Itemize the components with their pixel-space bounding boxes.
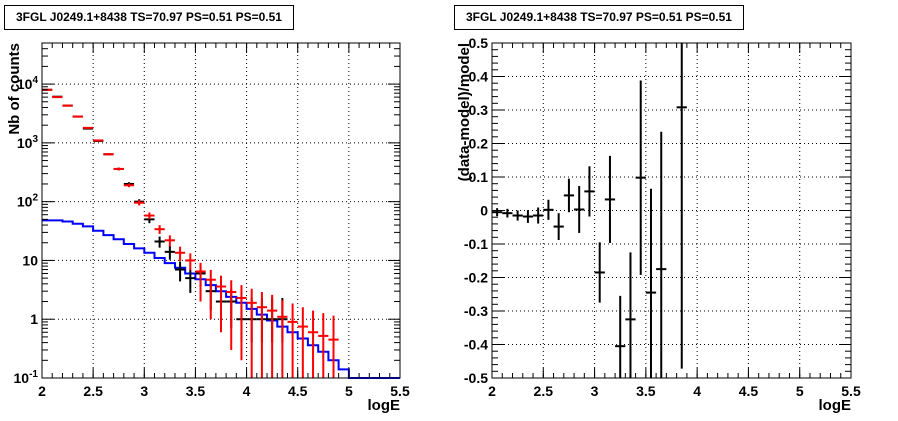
model-sum-point: [134, 200, 145, 206]
residual-point: [676, 43, 687, 369]
model-sum-point: [82, 126, 94, 129]
residual-point: [604, 155, 616, 243]
chart-title-right: 3FGL J0249.1+8438 TS=70.97 PS=0.51 PS=0.…: [454, 5, 744, 30]
residual-point: [563, 178, 575, 213]
model-sum-point: [226, 280, 237, 350]
right-y-tick-label: 0.2: [469, 136, 489, 152]
left-y-tick-label: 102: [17, 193, 39, 210]
model-sum-point: [277, 300, 288, 378]
model-sum-point: [297, 307, 308, 378]
left-y-tick-label: 103: [17, 134, 39, 151]
right-y-tick-label: 0.3: [469, 102, 489, 118]
right-y-tick-label: 0.5: [469, 35, 489, 51]
data-point: [174, 261, 186, 282]
model-sum-point: [246, 288, 257, 378]
model-sum-point: [174, 246, 186, 261]
left-y-tick-label: 10-1: [14, 369, 39, 386]
right-y-tick-label: -0.1: [464, 236, 488, 252]
model-sum-point: [267, 294, 278, 378]
right-x-tick-label: 5.5: [841, 383, 861, 399]
residual-point: [656, 131, 667, 378]
residual-point: [615, 295, 626, 378]
residual-point: [543, 199, 554, 220]
data-point: [164, 245, 175, 260]
left-x-tick-label: 3: [140, 383, 148, 399]
left-y-tick-label: 104: [17, 75, 39, 92]
model-sum-point: [93, 139, 104, 142]
model-sum-point: [123, 183, 135, 188]
right-y-tick-label: -0.3: [464, 303, 488, 319]
right-y-tick-label: 0: [480, 203, 488, 219]
right-y-axis-label: (data-model)/model: [456, 43, 473, 181]
left-x-tick-label: 4.5: [288, 383, 308, 399]
model-sum-point: [62, 104, 73, 107]
model-step-line: [42, 219, 400, 379]
left-x-tick-label: 3.5: [186, 383, 206, 399]
residual-point: [533, 207, 544, 224]
model-sum-point: [195, 262, 206, 302]
model-sum-point: [287, 303, 298, 378]
right-x-tick-label: 3: [591, 383, 599, 399]
model-sum-point: [154, 225, 165, 234]
residual-point: [553, 213, 564, 240]
residual-point: [635, 80, 646, 275]
right-axes: 2 2.5 3 3.5 4 4.5 5 5.5 -0.5 -0.4 -0.3 -0.2 -0.1 0 0.1…: [456, 35, 861, 414]
right-x-axis-label: logE: [819, 397, 852, 414]
model-sum-point: [164, 235, 175, 247]
residual-point: [574, 186, 585, 233]
left-x-tick-label: 2.5: [83, 383, 103, 399]
model-sum-point: [328, 315, 339, 378]
model-sum-point: [236, 285, 247, 361]
right-x-tick-label: 2.5: [534, 383, 554, 399]
right-x-tick-label: 3.5: [636, 383, 656, 399]
left-y-axis-label: Nb of counts: [6, 43, 23, 135]
left-x-axis-label: logE: [368, 397, 401, 414]
right-y-tick-label: -0.2: [464, 270, 488, 286]
model-sum-point: [103, 153, 114, 156]
residual-point: [584, 166, 595, 217]
right-x-tick-label: 2: [488, 383, 496, 399]
model-sum-point: [113, 167, 124, 171]
model-sum-point: [72, 115, 83, 118]
right-y-tick-label: 0.4: [469, 69, 489, 85]
left-y-tick-label: 1: [30, 311, 38, 327]
right-x-tick-label: 4: [693, 383, 701, 399]
model-sum-point: [52, 96, 63, 99]
model-sum-point: [185, 253, 196, 271]
residual-point: [492, 208, 503, 217]
model-sum-point: [256, 292, 268, 378]
model-sum-point: [318, 313, 329, 378]
residual-point: [522, 210, 534, 223]
left-x-tick-label: 4: [243, 383, 251, 399]
model-sum-point: [215, 275, 227, 333]
residual-point: [512, 210, 523, 221]
right-x-tick-label: 5: [796, 383, 804, 399]
residual-point: [645, 188, 657, 378]
residual-point: [502, 208, 513, 218]
chart-title-left: 3FGL J0249.1+8438 TS=70.97 PS=0.51 PS=0.…: [4, 5, 294, 30]
right-y-tick-label: 0.1: [469, 169, 489, 185]
right-plot-area: [492, 43, 687, 378]
residual-point: [594, 242, 605, 303]
left-x-tick-label: 2: [38, 383, 46, 399]
right-x-tick-label: 4.5: [739, 383, 759, 399]
left-x-tick-label: 5: [345, 383, 353, 399]
model-sum-point: [307, 310, 319, 378]
right-y-tick-label: -0.4: [464, 337, 488, 353]
data-point: [185, 268, 196, 293]
residual-point: [625, 252, 636, 378]
model-sum-point: [144, 212, 155, 220]
data-point: [154, 236, 165, 248]
left-axes: 2 2.5 3 3.5 4 4.5 5 5.5 10-1 1 10 102 103 104 logE Nb o…: [6, 42, 410, 414]
right-y-tick-label: -0.5: [464, 370, 488, 386]
left-y-tick-label: 10: [22, 252, 38, 268]
left-plot-area: [42, 88, 400, 379]
model-sum-point: [205, 269, 216, 320]
left-x-tick-label: 5.5: [390, 383, 410, 399]
